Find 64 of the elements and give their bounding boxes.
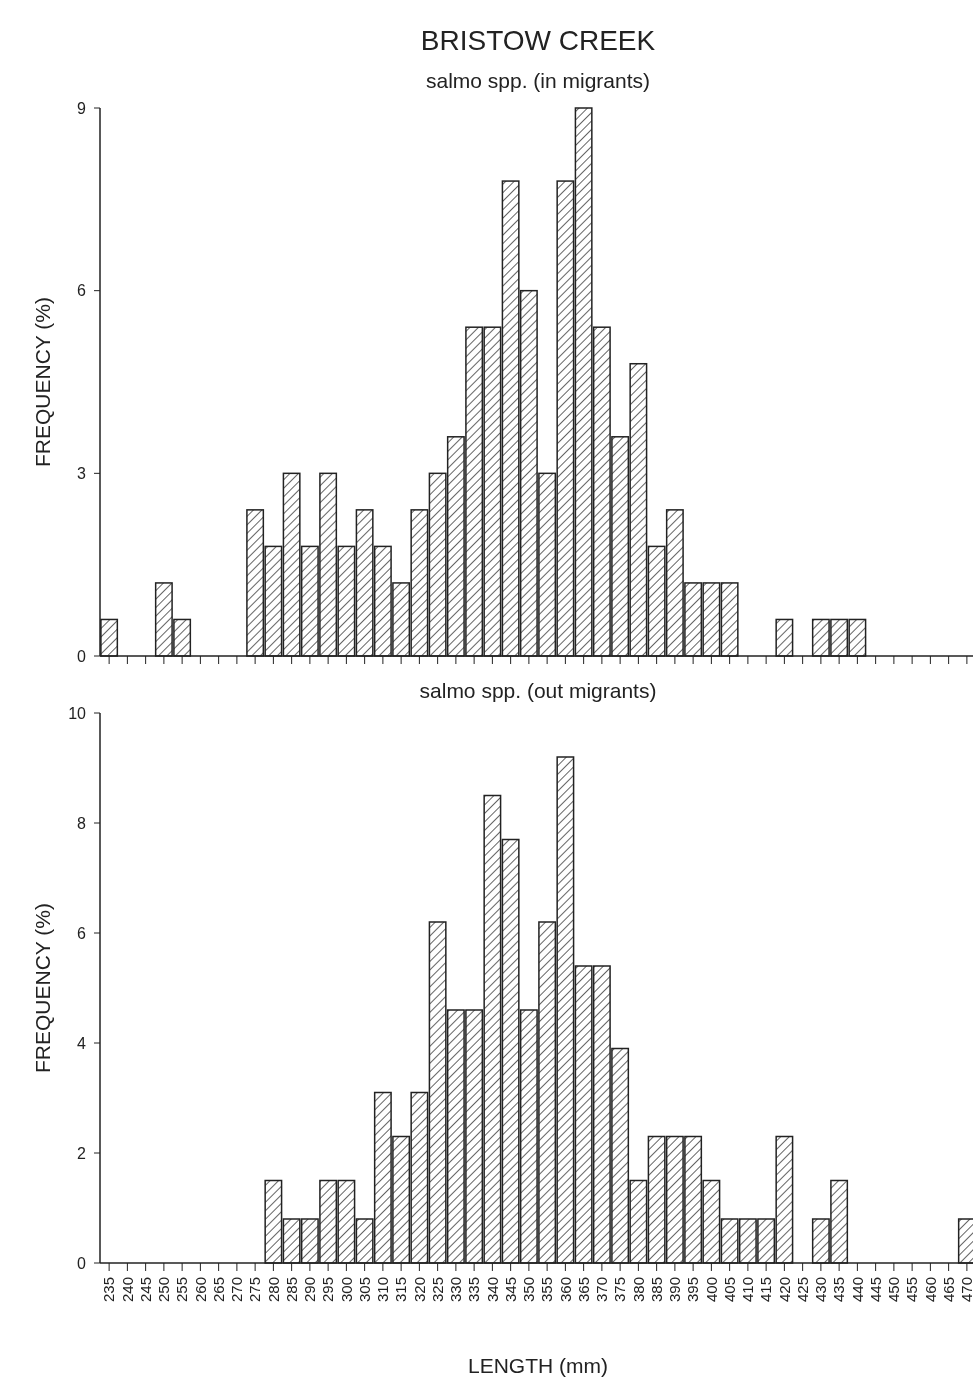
x-tick-label: 345 [501,1277,519,1303]
y-tick-label: 10 [68,704,87,722]
x-tick-label: 235 [100,1277,118,1303]
y-tick-label: 6 [77,282,87,300]
chart-title: salmo spp. (out migrants) [419,679,657,702]
x-tick-label: 260 [191,1277,209,1303]
x-tick-label: 415 [757,1277,775,1303]
x-axis-title: LENGTH (mm) [468,1354,608,1377]
y-tick-label: 0 [77,647,87,665]
y-axis-title: FREQUENCY (%) [31,903,54,1073]
x-tick-label: 270 [228,1277,246,1303]
x-tick-label: 450 [885,1277,903,1303]
x-tick-label: 385 [647,1277,665,1303]
x-tick-label: 300 [337,1277,355,1303]
y-tick-label: 0 [77,1254,87,1272]
y-tick-label: 9 [77,99,87,117]
x-tick-label: 455 [903,1277,921,1303]
x-tick-label: 250 [155,1277,173,1303]
x-tick-label: 280 [264,1277,282,1303]
x-tick-label: 420 [775,1277,793,1303]
x-tick-label: 295 [319,1277,337,1303]
x-tick-label: 360 [556,1277,574,1303]
x-tick-label: 285 [282,1277,300,1303]
x-tick-label: 275 [246,1277,264,1303]
x-tick-label: 405 [720,1277,738,1303]
x-tick-label: 465 [939,1277,957,1303]
x-tick-label: 390 [666,1277,684,1303]
x-tick-label: 445 [866,1277,884,1303]
y-axis-title: FREQUENCY (%) [31,297,54,467]
x-tick-label: 310 [374,1277,392,1303]
x-tick-label: 325 [428,1277,446,1303]
y-tick-label: 6 [77,924,87,942]
x-tick-label: 365 [574,1277,592,1303]
x-tick-label: 470 [958,1277,973,1303]
x-tick-label: 380 [629,1277,647,1303]
chart-subtitle: salmo spp. (in migrants) [425,69,651,92]
x-tick-label: 240 [118,1277,136,1303]
x-tick-label: 395 [684,1277,702,1303]
x-tick-label: 400 [702,1277,720,1303]
x-tick-label: 440 [848,1277,866,1303]
x-tick-label: 305 [355,1277,373,1303]
x-tick-label: 320 [410,1277,428,1303]
x-tick-label: 335 [465,1277,483,1303]
x-tick-label: 425 [793,1277,811,1303]
y-tick-label: 3 [77,464,87,482]
x-tick-label: 410 [739,1277,757,1303]
x-tick-label: 265 [209,1277,227,1303]
x-tick-label: 255 [173,1277,191,1303]
y-tick-label: 2 [77,1144,87,1162]
x-tick-label: 315 [392,1277,410,1303]
x-tick-label: 370 [593,1277,611,1303]
x-tick-label: 435 [830,1277,848,1303]
y-tick-label: 8 [77,814,87,832]
x-tick-label: 245 [136,1277,154,1303]
x-tick-label: 355 [538,1277,556,1303]
x-tick-label: 350 [520,1277,538,1303]
x-tick-label: 460 [921,1277,939,1303]
x-tick-label: 375 [611,1277,629,1303]
x-tick-label: 340 [483,1277,501,1303]
x-tick-label: 290 [301,1277,319,1303]
x-tick-label: 430 [812,1277,830,1303]
chart-title: BRISTOW CREEK [420,25,656,56]
y-tick-label: 4 [77,1034,87,1052]
x-tick-label: 330 [447,1277,465,1303]
